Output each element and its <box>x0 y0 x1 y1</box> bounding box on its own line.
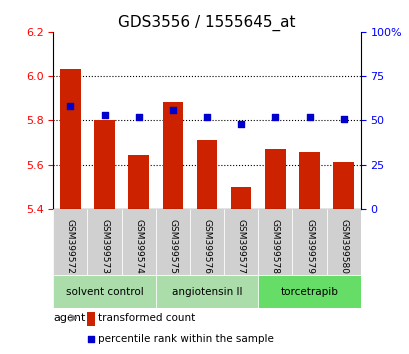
Bar <box>265 149 285 209</box>
Text: GSM399576: GSM399576 <box>202 219 211 274</box>
Text: transformed count: transformed count <box>98 313 195 323</box>
Bar <box>196 140 217 209</box>
FancyBboxPatch shape <box>258 275 360 308</box>
Bar <box>333 162 353 209</box>
Point <box>67 103 74 109</box>
Text: torcetrapib: torcetrapib <box>280 287 338 297</box>
Text: GSM399573: GSM399573 <box>100 219 109 274</box>
Title: GDS3556 / 1555645_at: GDS3556 / 1555645_at <box>118 14 295 30</box>
Text: solvent control: solvent control <box>65 287 143 297</box>
FancyBboxPatch shape <box>53 209 87 275</box>
Text: GSM399575: GSM399575 <box>168 219 177 274</box>
Text: percentile rank within the sample: percentile rank within the sample <box>98 334 273 344</box>
FancyBboxPatch shape <box>121 209 155 275</box>
Point <box>306 114 312 120</box>
Bar <box>230 187 251 209</box>
Bar <box>162 102 183 209</box>
Bar <box>94 120 115 209</box>
Point <box>272 114 278 120</box>
FancyBboxPatch shape <box>53 275 155 308</box>
Bar <box>299 152 319 209</box>
FancyBboxPatch shape <box>87 209 121 275</box>
Point <box>135 114 142 120</box>
FancyBboxPatch shape <box>155 275 258 308</box>
Text: GSM399574: GSM399574 <box>134 219 143 274</box>
Text: GSM399572: GSM399572 <box>66 219 75 274</box>
FancyBboxPatch shape <box>326 209 360 275</box>
Text: agent: agent <box>53 313 85 323</box>
Text: GSM399577: GSM399577 <box>236 219 245 274</box>
FancyBboxPatch shape <box>189 209 224 275</box>
Text: angiotensin II: angiotensin II <box>171 287 242 297</box>
Point <box>203 114 210 120</box>
FancyBboxPatch shape <box>224 209 258 275</box>
Text: GSM399579: GSM399579 <box>304 219 313 274</box>
Point <box>101 112 108 118</box>
Text: GSM399578: GSM399578 <box>270 219 279 274</box>
Point <box>339 116 346 121</box>
Bar <box>60 69 81 209</box>
FancyBboxPatch shape <box>292 209 326 275</box>
Point <box>169 107 176 113</box>
Text: GSM399580: GSM399580 <box>338 219 347 274</box>
Bar <box>87 312 94 326</box>
FancyBboxPatch shape <box>155 209 189 275</box>
FancyBboxPatch shape <box>258 209 292 275</box>
Bar <box>128 155 148 209</box>
Point <box>237 121 244 127</box>
